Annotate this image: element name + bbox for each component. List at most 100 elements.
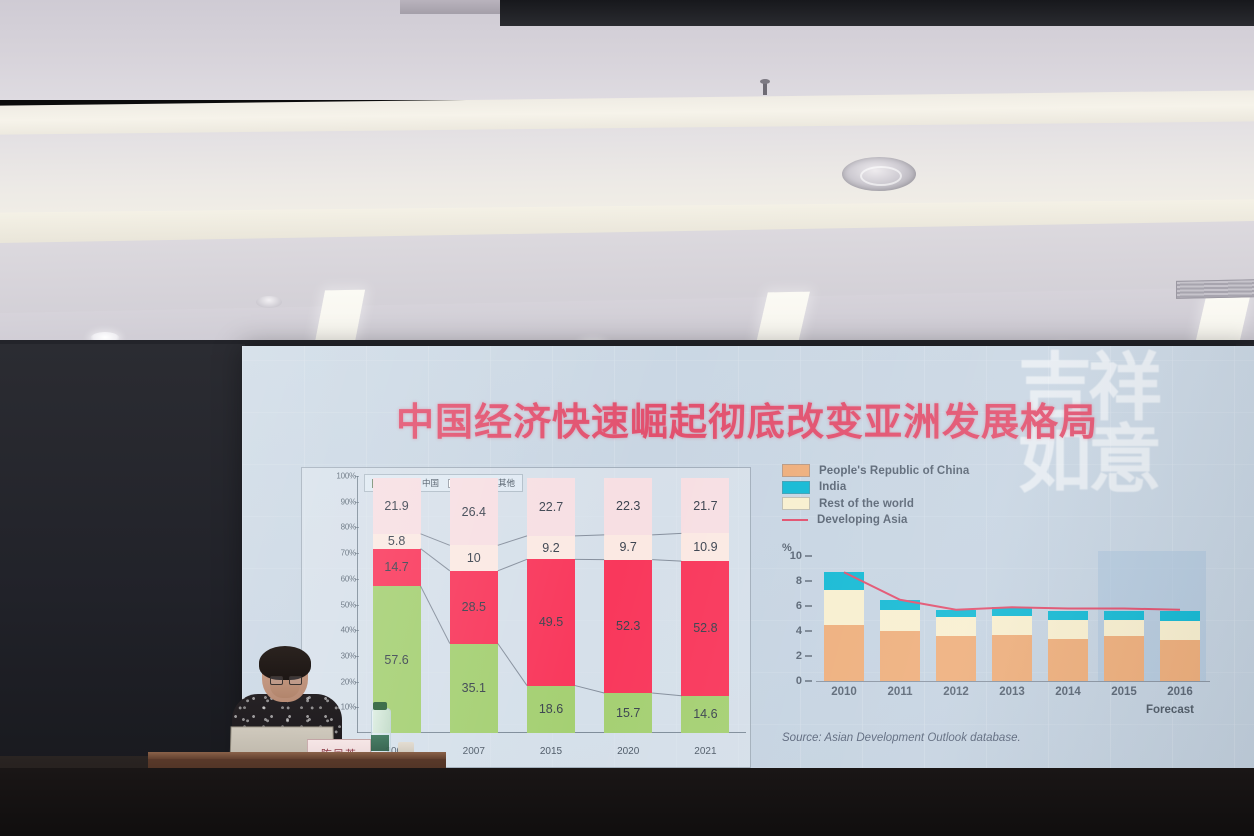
slide-watermark: 吉祥 如意 (1018, 351, 1248, 502)
wall-panel-left (0, 344, 245, 764)
right-chart-segment (936, 609, 976, 618)
left-chart-y-tick: 80% (341, 523, 357, 532)
left-chart-y-tick: 90% (341, 497, 357, 506)
right-chart-bar (824, 556, 864, 681)
left-chart-segment: 5.8 (372, 533, 421, 549)
left-chart-y-tick: 60% (341, 574, 357, 583)
right-chart-axis-unit: % (782, 542, 792, 554)
right-chart-x-axis (816, 681, 1210, 682)
right-chart-y-tick-label: 0 (796, 675, 802, 687)
right-chart-forecast-label: Forecast (1146, 704, 1194, 716)
left-chart-x-tick: 2000 (385, 746, 407, 757)
left-chart-plot-area: 57.614.75.821.9 35.128.51026.4 18.649.59.2… (358, 478, 744, 733)
right-chart-segment (936, 636, 976, 681)
right-chart-y-tickmark (805, 630, 812, 632)
right-chart-segment (1160, 639, 1200, 681)
presenter-glasses-icon (270, 676, 302, 685)
right-chart-segment (1048, 619, 1088, 639)
left-chart-segment: 52.8 (681, 561, 730, 696)
left-chart-bar: 57.614.75.821.9 (372, 478, 421, 733)
right-chart-x-tick: 2014 (1055, 686, 1081, 698)
left-chart-y-tickmark (355, 707, 359, 709)
left-chart-x-tick: 2015 (540, 746, 562, 757)
right-chart-segment (992, 634, 1032, 681)
right-chart-bar (1104, 556, 1144, 681)
legend-label: People's Republic of China (819, 465, 969, 477)
left-chart-segment: 10.9 (681, 533, 730, 562)
right-chart-segment (936, 617, 976, 636)
left-chart-bar: 18.649.59.222.7 (527, 478, 575, 733)
right-chart-x-tick: 2015 (1111, 686, 1137, 698)
right-chart-segment (1048, 611, 1088, 620)
left-chart-bar: 35.128.51026.4 (449, 478, 498, 733)
right-chart-segment (824, 624, 864, 681)
right-chart-legend-item: Developing Asia (782, 514, 969, 526)
right-chart-y-tickmark (805, 605, 812, 607)
legend-label: 其他 (498, 477, 515, 489)
right-chart-y-tickmark (805, 580, 812, 582)
right-chart-x-tick: 2013 (999, 686, 1025, 698)
water-bottle-label (371, 735, 389, 751)
left-chart-y-tickmark (355, 681, 359, 683)
air-vent-icon (1176, 279, 1254, 299)
legend-label: Developing Asia (817, 514, 908, 526)
right-chart-x-tick: 2011 (888, 686, 913, 698)
right-chart-y-tick-label: 6 (796, 600, 802, 612)
right-chart-y-tick: 6 (796, 600, 812, 612)
left-chart-segment: 10 (449, 545, 498, 571)
right-chart-y-tick-label: 2 (796, 650, 802, 662)
sprinkler-head-icon (760, 79, 770, 95)
right-chart-legend-item: People's Republic of China (782, 464, 969, 477)
left-chart-y-tick: 70% (341, 549, 357, 558)
left-chart-y-tickmark (355, 655, 359, 657)
right-chart-y-tickmark (805, 655, 812, 657)
legend-label: India (819, 481, 846, 493)
left-chart-y-tick: 20% (341, 677, 357, 686)
left-chart-x-tick: 2007 (463, 746, 485, 757)
right-chart-y-tickmark (805, 680, 812, 682)
smoke-detector-icon (256, 296, 282, 308)
right-chart-segment (1160, 621, 1200, 640)
left-chart-segment: 18.6 (527, 685, 575, 733)
right-chart-legend-item: Rest of the world (782, 497, 969, 510)
left-chart-y-tickmark (355, 527, 359, 529)
right-chart-segment (824, 589, 864, 625)
left-chart-segment: 14.6 (681, 695, 730, 733)
right-chart-y-tick-label: 10 (790, 550, 802, 562)
ceiling-dark-recess (500, 0, 1254, 26)
left-chart-y-tick: 100% (336, 472, 356, 481)
left-chart-y-tick: 50% (341, 600, 357, 609)
right-chart-legend-item: India (782, 480, 969, 494)
foreground-desk (0, 768, 1254, 836)
right-chart-segment (1104, 619, 1144, 636)
right-chart-y-tick: 4 (796, 625, 812, 637)
legend-swatch (782, 464, 810, 477)
left-chart-bar: 15.752.39.722.3 (604, 478, 653, 733)
right-chart-y-tick: 8 (796, 575, 812, 587)
water-bottle-cap (373, 702, 387, 710)
right-chart-x-tick: 2012 (943, 686, 969, 698)
right-chart-segment (1104, 636, 1144, 681)
right-chart-segment (880, 599, 920, 610)
left-chart-segment: 21.7 (681, 478, 730, 534)
legend-line-swatch (782, 518, 808, 521)
left-chart-x-tick: 2020 (617, 746, 639, 757)
right-chart-x-tick: 2016 (1167, 686, 1193, 698)
right-chart-segment (1160, 611, 1200, 621)
right-chart: People's Republic of China India Rest of t… (772, 464, 1220, 794)
slide-title: 中国经济快速崛起彻底改变亚洲发展格局 (282, 391, 1212, 446)
right-chart-x-tick: 2010 (831, 686, 857, 698)
right-chart-bar (1160, 556, 1200, 681)
left-chart-y-tickmark (355, 604, 359, 606)
ceiling-speaker-icon (842, 157, 916, 191)
left-chart-segment: 28.5 (449, 570, 498, 644)
left-chart-y-tickmark (355, 501, 359, 503)
left-chart-y-tick: 30% (341, 651, 357, 660)
right-chart-y-tick-labels: 10 8 6 4 2 0 (772, 550, 812, 687)
right-chart-plot-area (816, 551, 1208, 681)
right-chart-source: Source: Asian Development Outlook databa… (782, 732, 1021, 744)
legend-swatch (782, 480, 810, 494)
left-chart-segment: 35.1 (449, 643, 498, 733)
left-chart-segment: 49.5 (527, 559, 575, 686)
